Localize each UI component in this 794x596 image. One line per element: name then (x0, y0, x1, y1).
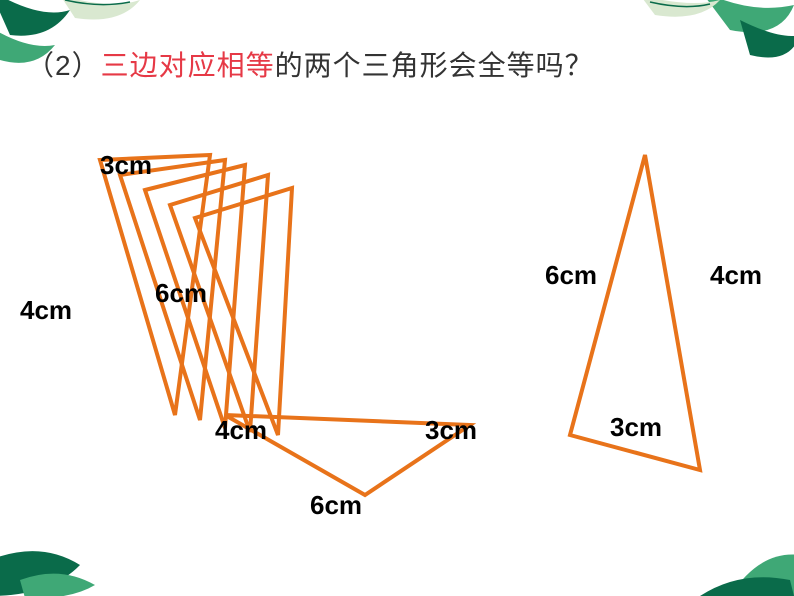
label-4cm-bottom: 4cm (215, 415, 267, 446)
label-3cm-top: 3cm (100, 150, 152, 181)
label-3cm-bottom: 3cm (425, 415, 477, 446)
label-4cm-right: 4cm (710, 260, 762, 291)
label-6cm-bottom: 6cm (310, 490, 362, 521)
label-3cm-right: 3cm (610, 412, 662, 443)
triangles-diagram (0, 0, 794, 596)
label-6cm-right: 6cm (545, 260, 597, 291)
label-6cm-mid: 6cm (155, 278, 207, 309)
label-4cm-left: 4cm (20, 295, 72, 326)
